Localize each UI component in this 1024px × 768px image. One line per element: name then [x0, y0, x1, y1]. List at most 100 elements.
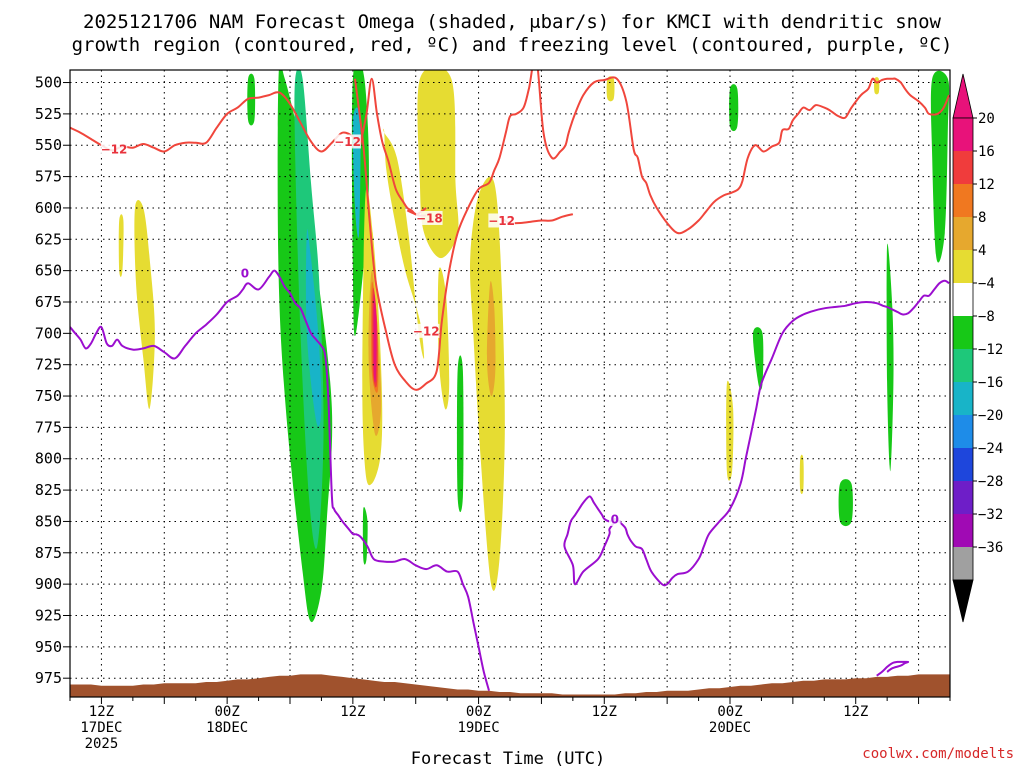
dgz-contour-label-bg-4	[488, 213, 515, 228]
colorbar-segment-9	[953, 415, 973, 448]
y-tick-label-625: 625	[35, 230, 62, 248]
colorbar-label-11: −28	[978, 474, 1003, 490]
colorbar-label-3: 8	[978, 210, 986, 226]
y-tick-label-900: 900	[35, 575, 62, 593]
colorbar-label-7: −12	[978, 342, 1003, 358]
x-tick-label-6-1: 17DEC	[80, 720, 122, 736]
freezing-contour-label-bg-0	[239, 266, 251, 281]
colorbar-segment-13	[953, 547, 973, 580]
x-tick-label-6-0: 12Z	[89, 704, 114, 720]
colorbar-segment-4	[953, 250, 973, 283]
freezing-contour-1	[354, 533, 490, 691]
terrain-layer	[70, 674, 950, 697]
y-tick-label-500: 500	[35, 74, 62, 92]
x-tick-label-54-0: 12Z	[592, 704, 617, 720]
freezing-contour-2	[618, 279, 950, 587]
terrain-fill	[70, 674, 950, 697]
freezing-contour-3	[563, 495, 622, 586]
credit-text: coolwx.com/modelts	[862, 746, 1014, 762]
dgz-contour-3	[354, 70, 950, 391]
colorbar-segment-2	[953, 184, 973, 217]
omega-region-9	[930, 70, 950, 263]
colorbar-label-2: 12	[978, 177, 995, 193]
omega-region-11	[305, 229, 322, 427]
y-tick-label-875: 875	[35, 544, 62, 562]
omega-region-6	[752, 327, 764, 390]
y-tick-label-850: 850	[35, 512, 62, 530]
omega-region-16	[383, 128, 425, 359]
freezing-contour-label-bg-2	[609, 511, 621, 526]
dgz-contour-label-0: −12	[101, 143, 128, 157]
omega-region-20	[726, 380, 734, 481]
y-tick-label-575: 575	[35, 168, 62, 186]
freezing-contour-4	[876, 660, 910, 677]
colorbar-label-13: −36	[978, 540, 1003, 556]
freezing-contour-label-0: 0	[241, 267, 249, 281]
dgz-contour-label-bg-1	[334, 134, 361, 149]
omega-region-4	[456, 355, 464, 513]
dgz-contour-label-bg-3	[412, 323, 440, 338]
y-tick-label-675: 675	[35, 293, 62, 311]
chart-title-line-1: 2025121706 NAM Forecast Omega (shaded, μ…	[83, 11, 941, 33]
y-tick-label-700: 700	[35, 324, 62, 342]
omega-region-8	[886, 243, 894, 472]
y-tick-label-550: 550	[35, 136, 62, 154]
y-tick-label-750: 750	[35, 387, 62, 405]
colorbar-segment-11	[953, 481, 973, 514]
y-tick-label-600: 600	[35, 199, 62, 217]
omega-region-7	[838, 479, 853, 527]
colorbar-segment-8	[953, 382, 973, 415]
colorbar-segment-3	[953, 217, 973, 250]
y-tick-label-800: 800	[35, 450, 62, 468]
y-tick-label-650: 650	[35, 262, 62, 280]
omega-region-0	[247, 73, 256, 126]
omega-region-3	[362, 506, 368, 565]
dgz-contour-label-1: −12	[334, 135, 361, 149]
omega-region-5	[729, 84, 739, 132]
y-tick-label-825: 825	[35, 481, 62, 499]
colorbar-label-1: 16	[978, 144, 995, 160]
colorbar-label-5: −4	[978, 276, 995, 292]
colorbar-label-10: −24	[978, 441, 1003, 457]
y-tick-label-775: 775	[35, 418, 62, 436]
x-tick-label-42-1: 19DEC	[457, 720, 499, 736]
dgz-contour-label-4: −12	[488, 214, 515, 228]
colorbar-segment-0	[953, 118, 973, 151]
x-tick-label-18-1: 18DEC	[206, 720, 248, 736]
colorbar-label-6: −8	[978, 309, 995, 325]
omega-region-22	[606, 76, 615, 102]
y-tick-label-975: 975	[35, 669, 62, 687]
colorbar-label-0: 20	[978, 111, 995, 127]
dgz-contour-label-bg-0	[100, 142, 128, 157]
omega-region-25	[486, 281, 496, 397]
colorbar-segment-10	[953, 448, 973, 481]
colorbar-segment-12	[953, 514, 973, 547]
omega-region-13	[134, 200, 155, 409]
y-tick-label-725: 725	[35, 356, 62, 374]
x-axis-label: Forecast Time (UTC)	[411, 749, 605, 768]
omega-region-15	[417, 70, 459, 259]
colorbar-bottom-cap	[952, 579, 974, 623]
x-tick-label-18-0: 00Z	[214, 704, 239, 720]
dgz-contour-label-3: −12	[413, 324, 440, 338]
colorbar-segment-7	[953, 349, 973, 382]
colorbar-segment-5	[953, 283, 973, 316]
omega-region-19	[437, 267, 450, 410]
omega-region-14	[118, 214, 124, 277]
colorbar-label-12: −32	[978, 507, 1003, 523]
colorbar: 20 16 12 8 4 −4 −8 −12 −16 −20 −24 −28 −32 −36	[952, 73, 1003, 623]
colorbar-segment-6	[953, 316, 973, 349]
colorbar-label-9: −20	[978, 408, 1003, 424]
omega-region-21	[799, 454, 804, 494]
colorbar-segment-1	[953, 151, 973, 184]
x-tick-label-30-0: 12Z	[340, 704, 365, 720]
x-tick-label-42-0: 00Z	[466, 704, 491, 720]
y-tick-label-525: 525	[35, 105, 62, 123]
y-tick-label-950: 950	[35, 638, 62, 656]
y-axis: 500 525 550 575 600 625 650 675 700 725 750 775 800 8…	[35, 74, 70, 687]
contour-labels-layer: −12 −12 −18 −12 −12 0 0	[101, 134, 621, 526]
y-tick-label-925: 925	[35, 606, 62, 624]
dgz-contour-label-bg-2	[416, 210, 443, 225]
